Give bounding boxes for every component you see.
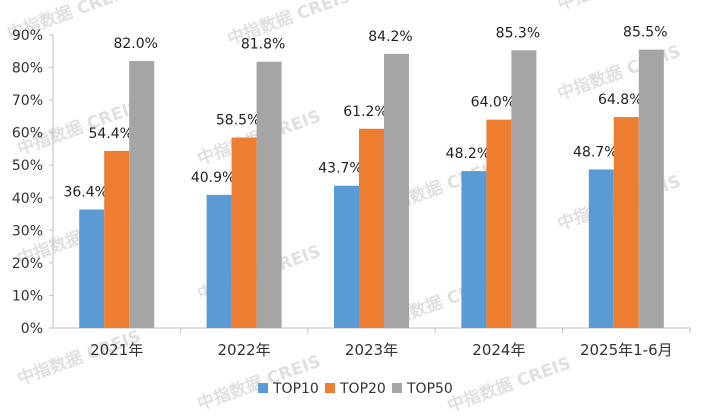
bar-top50-2: [384, 53, 409, 328]
bar-top50-3: [511, 50, 537, 328]
y-tick-label: 30%: [12, 223, 43, 239]
x-tick-label: 2023年: [345, 341, 398, 359]
x-tick-label: 2021年: [90, 341, 143, 359]
bar-top50-1: [256, 61, 282, 328]
y-tick-label: 70%: [12, 93, 43, 109]
watermark-text: 中指数据 CREIS: [555, 0, 684, 15]
y-tick-label: 0%: [21, 321, 43, 337]
data-label: 85.5%: [623, 25, 667, 41]
legend-swatch-top20: [325, 383, 335, 393]
legend-label-top20: TOP20: [339, 381, 386, 397]
y-tick-label: 60%: [12, 126, 43, 142]
legend-label-top10: TOP10: [272, 381, 319, 397]
x-tick-label: 2024年: [472, 341, 525, 359]
bar-top10-1: [206, 194, 232, 328]
data-label: 81.8%: [241, 37, 285, 53]
y-tick-label: 80%: [12, 61, 43, 77]
y-tick-label: 10%: [12, 288, 43, 304]
x-tick-label: 2025年1-6月: [580, 341, 673, 359]
data-label: 82.0%: [113, 36, 157, 52]
bar-top10-3: [461, 171, 487, 328]
data-label: 85.3%: [496, 25, 540, 41]
watermark-text: 中指数据 CREIS: [445, 353, 574, 415]
legend-swatch-top50: [392, 383, 402, 393]
data-label: 58.5%: [216, 113, 260, 129]
data-label: 48.2%: [446, 146, 490, 162]
bar-top10-0: [79, 209, 105, 328]
bar-top20-0: [104, 150, 130, 328]
bar-top20-4: [613, 117, 639, 328]
y-tick-label: 90%: [12, 28, 43, 44]
legend-swatch-top10: [258, 383, 268, 393]
data-label: 84.2%: [368, 29, 412, 45]
data-label: 43.7%: [318, 161, 362, 177]
data-label: 54.4%: [88, 126, 132, 142]
bar-top20-2: [359, 128, 384, 328]
bar-top10-4: [588, 169, 614, 328]
y-tick-label: 40%: [12, 191, 43, 207]
y-tick-label: 20%: [12, 256, 43, 272]
data-label: 36.4%: [63, 184, 107, 200]
data-label: 61.2%: [343, 104, 387, 120]
y-tick-label: 50%: [12, 158, 43, 174]
data-label: 64.8%: [598, 92, 642, 108]
bar-top10-2: [334, 185, 359, 328]
x-tick-label: 2022年: [218, 341, 271, 359]
bar-top20-1: [231, 137, 257, 328]
bar-top50-0: [129, 61, 155, 329]
data-label: 64.0%: [471, 95, 515, 111]
bar-top20-3: [486, 119, 512, 329]
data-label: 40.9%: [191, 170, 235, 186]
data-label: 48.7%: [573, 144, 617, 160]
legend-label-top50: TOP50: [406, 381, 453, 397]
bar-top50-4: [638, 49, 664, 329]
